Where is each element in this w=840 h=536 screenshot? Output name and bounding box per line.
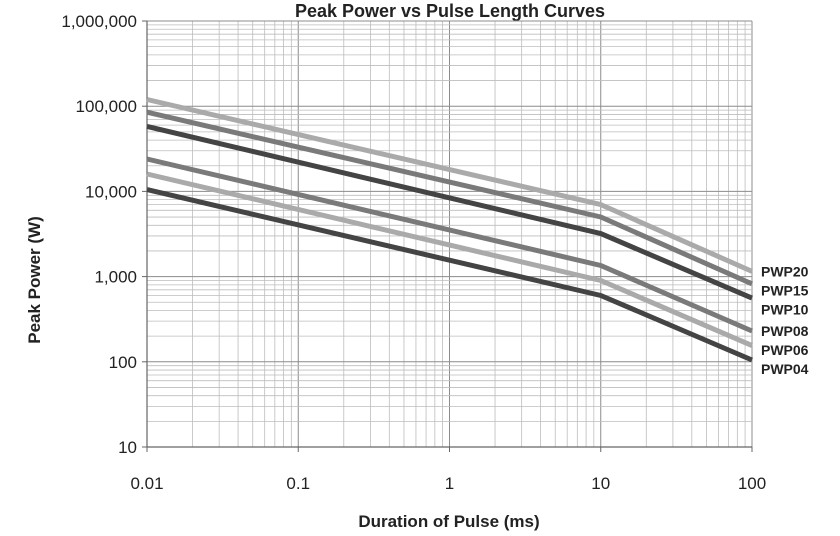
series-label-pwp06: PWP06: [761, 342, 809, 358]
y-tick-label: 10: [118, 438, 137, 457]
series-label-pwp15: PWP15: [761, 282, 809, 298]
series-line-pwp10: [146, 123, 753, 301]
chart-title: Peak Power vs Pulse Length Curves: [295, 1, 605, 21]
y-tick-label: 100: [109, 353, 137, 372]
series-line-pwp06: [146, 171, 753, 348]
y-tick-label: 1,000,000: [61, 12, 137, 31]
series-label-pwp04: PWP04: [761, 361, 809, 377]
x-tick-label: 0.1: [286, 474, 310, 493]
grid: [146, 20, 753, 448]
series-labels: PWP20 PWP15 PWP10 PWP08 PWP06 PWP04: [761, 263, 809, 377]
y-axis-title: Peak Power (W): [25, 216, 44, 344]
series-label-pwp08: PWP08: [761, 323, 809, 339]
series-label-pwp10: PWP10: [761, 301, 809, 317]
series-line-pwp04: [146, 187, 753, 363]
y-tick-label: 100,000: [76, 97, 137, 116]
series-label-pwp20: PWP20: [761, 263, 809, 279]
series-line-pwp15: [146, 109, 754, 287]
x-tick-label: 10: [591, 474, 610, 493]
y-tick-label: 10,000: [85, 182, 137, 201]
x-tick-label: 100: [738, 474, 766, 493]
series-line-pwp08: [146, 156, 753, 334]
series-lines: [146, 97, 754, 363]
x-tick-label: 1: [445, 474, 454, 493]
series-line-pwp20: [146, 97, 754, 274]
tick-labels: 0.01 0.1 1 10 100 10 100 1,000 10,000 100,000 1,00…: [61, 12, 766, 493]
y-tick-label: 1,000: [94, 268, 137, 287]
x-tick-label: 0.01: [130, 474, 163, 493]
x-axis-title: Duration of Pulse (ms): [358, 512, 539, 531]
